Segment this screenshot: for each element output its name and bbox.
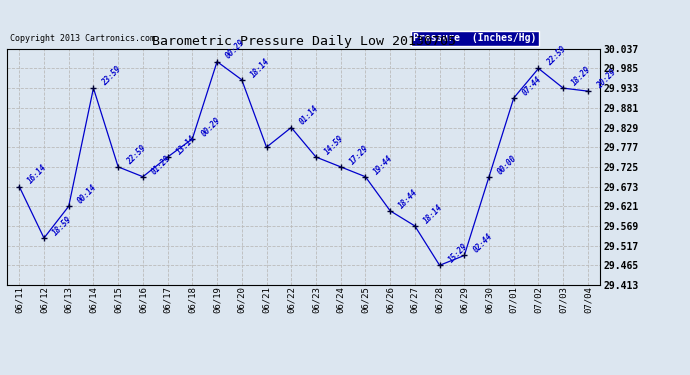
Text: Pressure  (Inches/Hg): Pressure (Inches/Hg) <box>413 33 537 44</box>
Text: 18:59: 18:59 <box>51 214 74 237</box>
Text: 22:59: 22:59 <box>545 45 568 68</box>
Text: 13:14: 13:14 <box>175 134 197 156</box>
Text: 00:29: 00:29 <box>224 38 247 61</box>
Text: 02:44: 02:44 <box>471 232 494 255</box>
Text: 18:29: 18:29 <box>570 64 593 87</box>
Text: 00:14: 00:14 <box>76 183 99 206</box>
Text: 07:44: 07:44 <box>521 75 544 97</box>
Text: 00:00: 00:00 <box>496 153 519 176</box>
Text: 18:14: 18:14 <box>422 202 444 225</box>
Text: 18:14: 18:14 <box>248 56 271 79</box>
Title: Barometric Pressure Daily Low 20130705: Barometric Pressure Daily Low 20130705 <box>152 34 455 48</box>
Text: 23:59: 23:59 <box>100 64 123 87</box>
Text: 22:59: 22:59 <box>125 143 148 166</box>
Text: 18:44: 18:44 <box>397 187 420 210</box>
Text: 01:29: 01:29 <box>150 153 172 176</box>
Text: 20:29: 20:29 <box>595 68 618 90</box>
Text: 15:29: 15:29 <box>446 242 469 264</box>
Text: 14:59: 14:59 <box>323 134 346 156</box>
Text: 19:44: 19:44 <box>373 153 395 176</box>
Text: 17:29: 17:29 <box>348 143 371 166</box>
Text: 00:29: 00:29 <box>199 116 222 138</box>
Text: 01:14: 01:14 <box>298 104 321 127</box>
Text: 16:14: 16:14 <box>26 163 49 186</box>
Text: Copyright 2013 Cartronics.com: Copyright 2013 Cartronics.com <box>10 34 155 43</box>
